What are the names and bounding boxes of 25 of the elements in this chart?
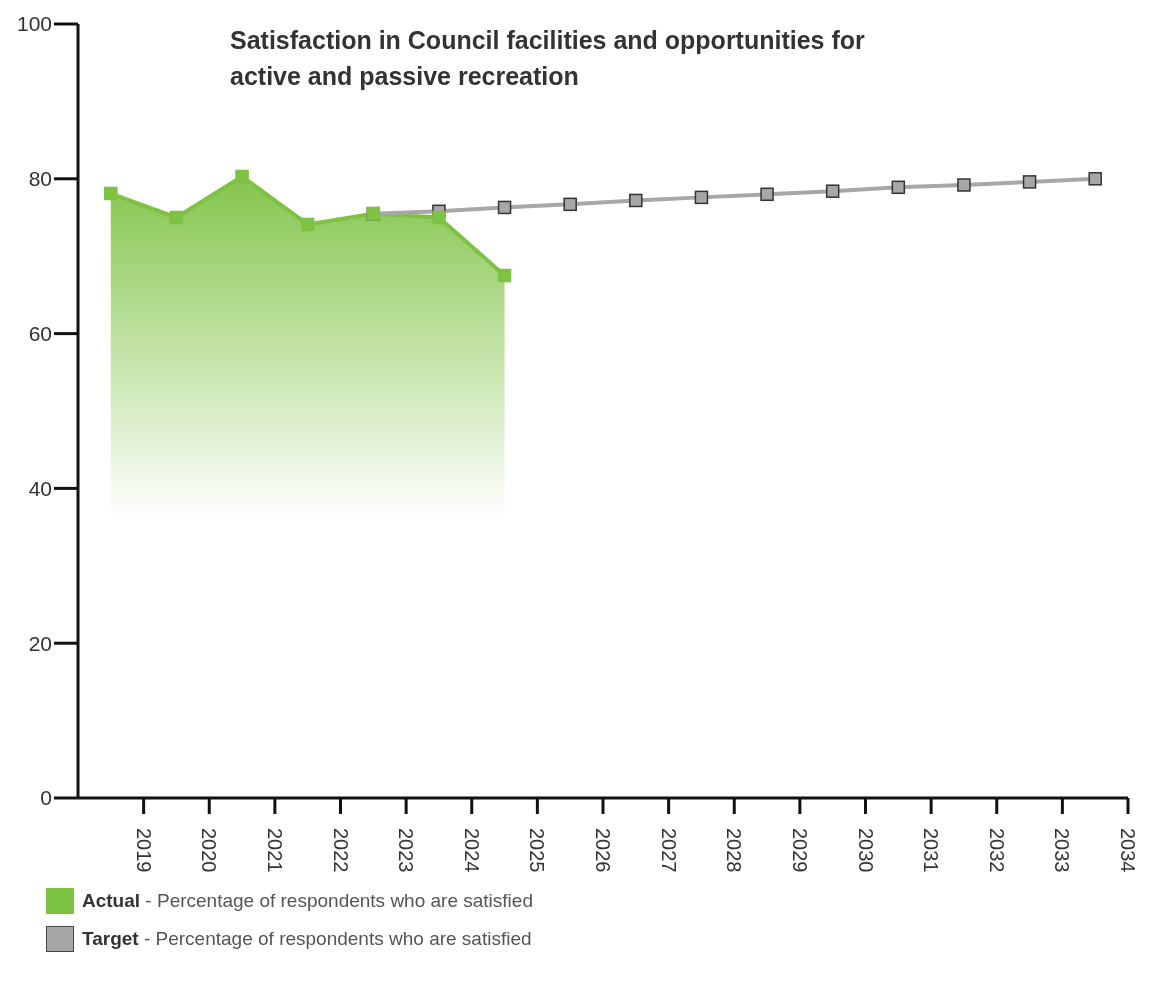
legend-label: Target - Percentage of respondents who are satisfied	[82, 928, 532, 950]
x-tick-label: 2025	[526, 828, 549, 873]
x-tick-label: 2029	[788, 828, 811, 873]
y-tick-label: 80	[28, 167, 52, 191]
x-tick-label: 2020	[198, 828, 221, 873]
x-tick-label: 2032	[985, 828, 1008, 873]
y-tick-label: 40	[28, 476, 52, 500]
y-tick-label: 100	[16, 12, 52, 36]
legend-label: Actual - Percentage of respondents who are satisfied	[82, 890, 533, 912]
x-tick-label: 2027	[657, 828, 680, 873]
y-tick-label: 0	[40, 786, 52, 810]
x-tick-label: 2019	[132, 828, 155, 873]
y-tick-label: 20	[28, 631, 52, 655]
x-tick-label: 2024	[460, 828, 483, 873]
x-tick-label: 2022	[329, 828, 352, 873]
x-tick-label: 2033	[1051, 828, 1074, 873]
x-tick-label: 2026	[592, 828, 614, 873]
x-tick-label: 2030	[854, 828, 877, 873]
y-tick-label: 60	[28, 322, 52, 346]
x-tick-label: 2021	[263, 828, 286, 873]
x-tick-label: 2034	[1117, 828, 1139, 873]
x-tick-label: 2031	[920, 828, 943, 873]
x-tick-label: 2028	[723, 828, 746, 873]
x-tick-label: 2023	[395, 828, 418, 873]
text: Satisfaction in Council facilities and opportunities for active and passive recreation	[230, 25, 866, 92]
